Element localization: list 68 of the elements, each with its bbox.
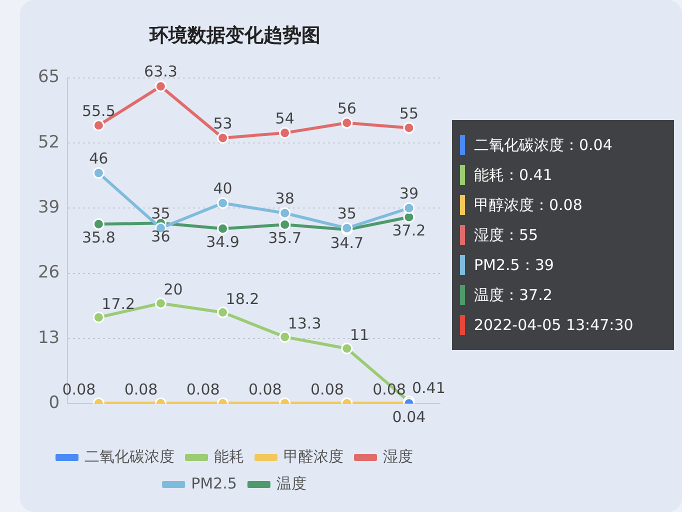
y-tick-label: 52	[38, 132, 60, 152]
text: 2022-04-05 13:47:30	[474, 316, 634, 334]
point	[217, 306, 229, 318]
legend-label: 湿度	[383, 447, 413, 466]
point	[341, 342, 353, 354]
text: 二氧化碳浓度：0.04	[474, 136, 612, 154]
legend-label: 甲醛浓度	[284, 447, 344, 466]
data-label: 35	[337, 204, 356, 223]
point	[403, 122, 415, 134]
data-label: 55	[399, 104, 419, 122]
data-label: 34.9	[206, 233, 240, 252]
legend-label: 二氧化碳浓度	[84, 447, 174, 466]
data-label: 35	[151, 204, 170, 223]
data-label: 34.7	[330, 234, 364, 252]
data-label: 46	[89, 149, 108, 168]
point	[217, 132, 229, 144]
data-label: 63.3	[144, 62, 178, 81]
data-label: 0.08	[62, 380, 96, 399]
point	[279, 331, 291, 343]
data-label: 0.41	[412, 378, 446, 397]
y-tick-label: 13	[38, 328, 60, 348]
data-label: 0.08	[124, 380, 158, 399]
data-label: 54	[275, 109, 294, 128]
point	[403, 202, 415, 214]
data-label: 0.04	[392, 408, 426, 426]
legend-label: 温度	[276, 474, 306, 492]
data-label: 56	[337, 99, 356, 118]
point	[279, 218, 291, 230]
data-label: 17.2	[102, 294, 136, 313]
text: PM2.5：39	[474, 256, 554, 274]
y-tick-label: 26	[38, 262, 60, 283]
chart-title: 环境数据变化趋势图	[148, 24, 320, 46]
text: 能耗：0.41	[474, 166, 552, 184]
point	[217, 222, 229, 234]
y-tick-label: 0	[48, 393, 60, 414]
data-label: 36	[151, 228, 170, 246]
data-label: 39	[399, 184, 419, 203]
point	[279, 207, 291, 219]
text: 甲醇浓度：0.08	[474, 196, 582, 214]
legend-label: 能耗	[214, 447, 244, 466]
point	[154, 298, 166, 310]
legend-label: PM2.5	[191, 474, 237, 492]
point	[154, 80, 166, 92]
data-label: 55.5	[82, 102, 116, 120]
data-label: 40	[213, 180, 232, 198]
data-label: 18.2	[226, 290, 260, 308]
point	[279, 127, 291, 139]
point	[341, 117, 353, 129]
data-label: 13.3	[288, 314, 322, 332]
text: 湿度：55	[474, 226, 538, 244]
data-label: 38	[275, 190, 294, 208]
data-label: 20	[164, 280, 183, 299]
data-label: 11	[350, 326, 369, 344]
y-tick-label: 39	[38, 198, 60, 218]
data-label: 53	[213, 114, 232, 132]
point	[92, 120, 104, 132]
point	[92, 167, 104, 179]
point	[92, 218, 104, 230]
data-label: 0.08	[248, 380, 282, 399]
text: 温度：37.2	[474, 286, 552, 304]
data-label: 0.08	[310, 380, 344, 399]
point	[92, 312, 104, 324]
point	[217, 197, 229, 209]
data-label: 35.7	[268, 229, 302, 248]
data-label: 37.2	[392, 222, 426, 240]
data-label: 35.8	[82, 228, 116, 247]
y-tick-label: 65	[38, 67, 60, 88]
data-label: 0.08	[186, 380, 220, 399]
